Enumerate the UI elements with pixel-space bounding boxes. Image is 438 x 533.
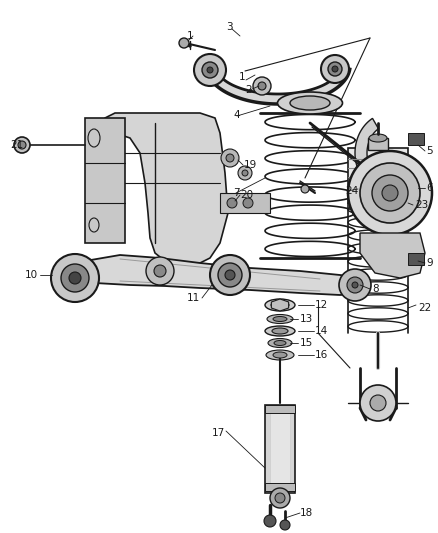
Bar [348,148,408,203]
Polygon shape [85,118,125,243]
Circle shape [146,257,174,285]
Ellipse shape [273,317,287,321]
Polygon shape [60,255,370,295]
Polygon shape [265,405,295,493]
Text: 21: 21 [10,140,23,150]
Circle shape [61,264,89,292]
Circle shape [332,66,338,72]
Text: 20: 20 [240,190,253,200]
Ellipse shape [265,326,295,336]
Text: 11: 11 [187,293,200,303]
Circle shape [347,277,363,293]
Ellipse shape [265,299,295,311]
Circle shape [339,269,371,301]
Ellipse shape [268,338,292,348]
Text: 6: 6 [426,183,433,193]
Ellipse shape [267,314,293,324]
Circle shape [179,38,189,48]
Circle shape [348,151,432,235]
Circle shape [321,55,349,83]
Circle shape [202,62,218,78]
Bar [265,483,295,491]
Text: 13: 13 [300,314,313,324]
Text: 22: 22 [418,303,431,313]
Polygon shape [100,113,228,265]
Circle shape [275,493,285,503]
Circle shape [207,67,213,73]
Polygon shape [347,281,365,293]
Ellipse shape [278,92,343,114]
Circle shape [51,254,99,302]
Text: 1: 1 [187,31,193,41]
Text: 23: 23 [415,200,428,210]
Text: 19: 19 [244,160,257,170]
Text: 3: 3 [226,22,233,32]
Text: 5: 5 [426,146,433,156]
Circle shape [14,137,30,153]
Ellipse shape [271,302,289,309]
Text: 17: 17 [212,428,225,438]
Ellipse shape [274,341,286,345]
Ellipse shape [266,350,294,360]
Ellipse shape [272,328,288,334]
Circle shape [253,77,271,95]
Circle shape [382,185,398,201]
Circle shape [238,166,252,180]
Circle shape [194,54,226,86]
Text: 7: 7 [233,188,240,198]
Circle shape [258,82,266,90]
Text: 10: 10 [25,270,38,280]
Text: 8: 8 [372,284,378,294]
Polygon shape [220,193,270,213]
Circle shape [221,149,239,167]
Circle shape [227,198,237,208]
Text: 14: 14 [315,326,328,336]
Circle shape [352,282,358,288]
Ellipse shape [290,96,330,110]
Ellipse shape [369,134,387,142]
Polygon shape [271,299,289,311]
Ellipse shape [273,352,287,358]
Circle shape [328,62,342,76]
Bar [408,133,424,145]
Text: 9: 9 [426,258,433,268]
Text: 16: 16 [315,350,328,360]
Circle shape [360,163,420,223]
Circle shape [264,515,276,527]
Bar [408,253,424,265]
Circle shape [372,175,408,211]
Polygon shape [208,68,350,104]
Circle shape [301,185,309,193]
Polygon shape [355,118,407,193]
Circle shape [225,270,235,280]
Circle shape [69,272,81,284]
Circle shape [280,520,290,530]
Text: 1: 1 [238,72,245,82]
Text: 4: 4 [233,110,240,120]
Circle shape [360,385,396,421]
Bar [270,408,290,491]
Bar [265,405,295,413]
Text: 18: 18 [300,508,313,518]
Circle shape [226,154,234,162]
Circle shape [242,170,248,176]
Polygon shape [360,233,425,278]
Text: 2: 2 [245,85,252,95]
Bar [368,138,388,150]
Circle shape [243,198,253,208]
Circle shape [370,395,386,411]
Circle shape [218,263,242,287]
Circle shape [18,141,26,149]
Text: 12: 12 [315,300,328,310]
Circle shape [154,265,166,277]
Circle shape [270,488,290,508]
Circle shape [210,255,250,295]
Text: 15: 15 [300,338,313,348]
Text: 24: 24 [345,186,358,196]
